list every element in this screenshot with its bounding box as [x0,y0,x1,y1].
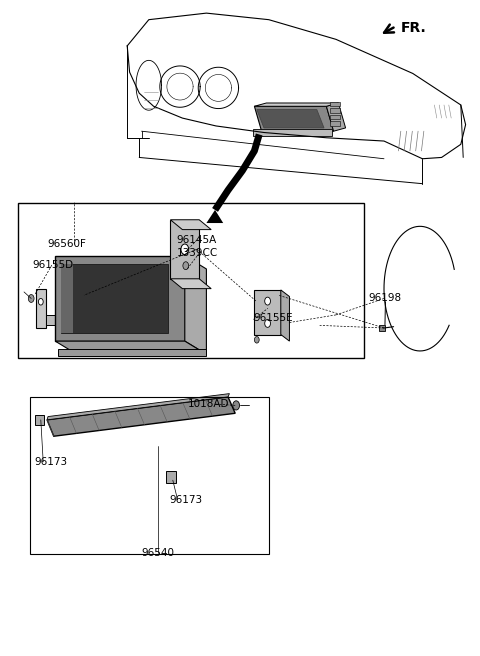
FancyBboxPatch shape [330,121,340,126]
Polygon shape [36,289,46,328]
Circle shape [233,401,240,410]
Polygon shape [170,220,199,279]
Circle shape [181,244,189,255]
Text: 96173: 96173 [35,457,68,467]
Polygon shape [55,341,206,354]
FancyBboxPatch shape [379,325,385,331]
Text: 96560F: 96560F [47,239,86,249]
Polygon shape [55,256,185,341]
Text: 96173: 96173 [169,495,202,505]
Polygon shape [206,210,223,223]
Circle shape [38,298,43,305]
Circle shape [254,337,259,343]
Text: 96155D: 96155D [33,260,74,270]
Polygon shape [47,397,235,436]
Polygon shape [170,220,211,230]
Text: FR.: FR. [401,20,427,35]
Polygon shape [58,349,206,356]
Polygon shape [61,264,168,333]
FancyBboxPatch shape [253,129,332,136]
FancyBboxPatch shape [166,471,176,483]
Text: 96155E: 96155E [253,312,293,323]
Polygon shape [254,290,281,335]
Polygon shape [326,103,346,131]
FancyBboxPatch shape [330,102,340,106]
Circle shape [183,262,189,270]
Polygon shape [257,110,324,128]
Polygon shape [61,264,73,333]
Text: 96145A: 96145A [177,235,217,245]
Polygon shape [170,279,211,289]
Circle shape [265,319,271,327]
Circle shape [28,295,34,302]
FancyBboxPatch shape [35,415,44,425]
Circle shape [265,297,271,305]
Polygon shape [47,394,229,420]
Text: 1018AD: 1018AD [188,399,229,409]
Polygon shape [254,103,338,106]
Polygon shape [254,106,334,131]
Polygon shape [185,256,206,354]
Text: 1339CC: 1339CC [177,248,218,258]
Text: 96198: 96198 [369,293,402,304]
FancyBboxPatch shape [330,115,340,119]
Polygon shape [46,315,58,325]
FancyBboxPatch shape [330,108,340,113]
Polygon shape [281,290,289,341]
Text: 96540: 96540 [142,548,175,558]
